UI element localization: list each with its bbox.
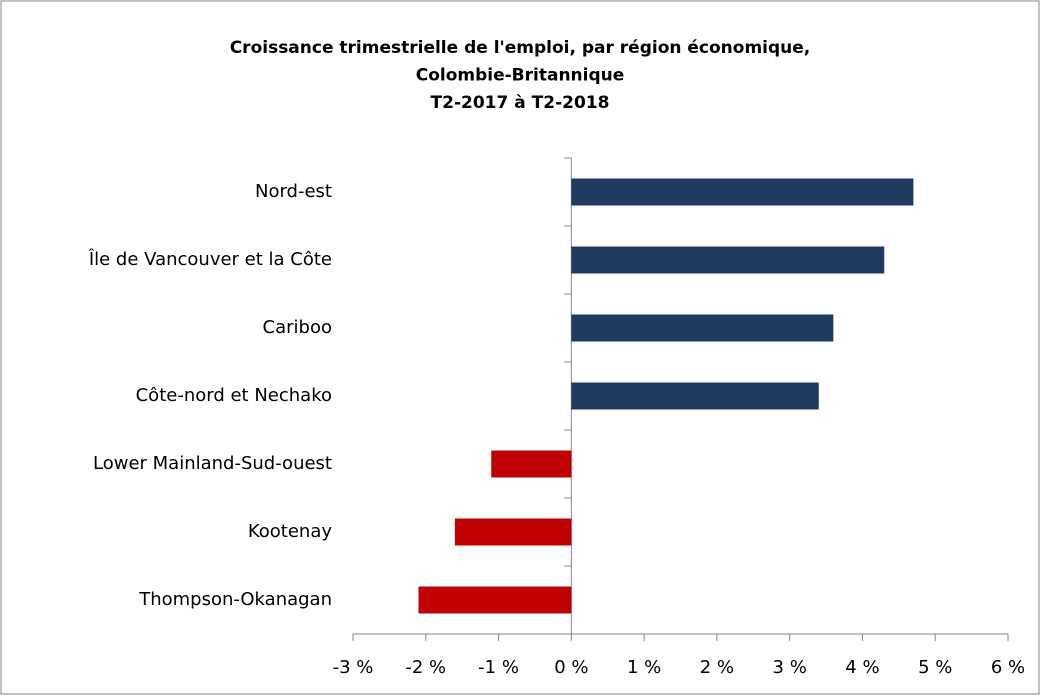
x-tick-label: 5 % bbox=[918, 657, 952, 678]
y-tick-label: Kootenay bbox=[248, 521, 333, 542]
x-tick-label: 1 % bbox=[627, 657, 661, 678]
y-tick-label: Thompson-Okanagan bbox=[138, 589, 332, 610]
bar bbox=[491, 450, 572, 478]
y-tick-label: Lower Mainland-Sud-ouest bbox=[93, 453, 332, 474]
y-tick-label: Côte-nord et Nechako bbox=[136, 385, 332, 406]
chart-title: Croissance trimestrielle de l'emploi, pa… bbox=[230, 38, 811, 58]
y-tick-label: Cariboo bbox=[263, 317, 332, 338]
y-tick-label: Nord-est bbox=[255, 181, 332, 202]
x-tick-label: -1 % bbox=[478, 657, 519, 678]
bar bbox=[454, 518, 572, 546]
x-tick-label: 4 % bbox=[845, 657, 879, 678]
chart-title: Colombie-Britannique bbox=[416, 66, 625, 86]
y-tick-label: Île de Vancouver et la Côte bbox=[88, 248, 332, 270]
bar bbox=[571, 246, 885, 274]
x-tick-label: 2 % bbox=[700, 657, 734, 678]
x-tick-label: 0 % bbox=[554, 657, 588, 678]
x-tick-label: -2 % bbox=[405, 657, 446, 678]
x-tick-label: 6 % bbox=[991, 657, 1025, 678]
bar bbox=[418, 586, 572, 614]
chart-title: T2-2017 à T2-2018 bbox=[431, 93, 610, 113]
x-tick-label: -3 % bbox=[333, 657, 374, 678]
bar bbox=[571, 314, 834, 342]
x-tick-label: 3 % bbox=[773, 657, 807, 678]
bar bbox=[571, 382, 819, 410]
bar bbox=[571, 178, 914, 206]
